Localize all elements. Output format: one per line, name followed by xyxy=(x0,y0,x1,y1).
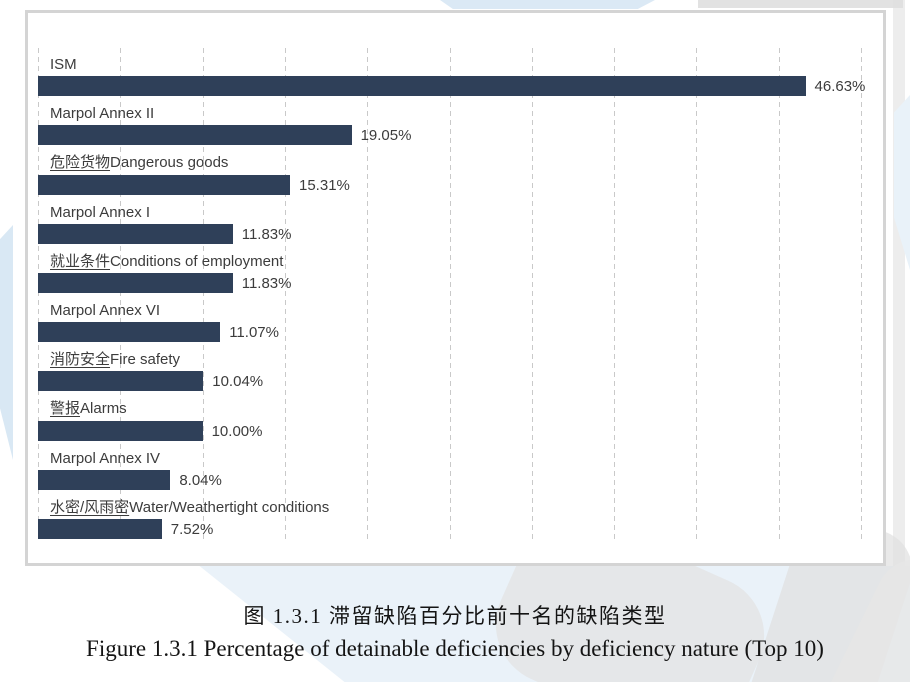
data-label: 19.05% xyxy=(360,127,412,145)
bar-row: 水密/风雨密Water/Weathertight conditions 7.52% xyxy=(38,491,861,540)
watermark-right-gray-strip xyxy=(893,0,905,566)
data-label: 11.83% xyxy=(241,225,292,243)
data-label: 10.00% xyxy=(211,422,263,440)
category-label: Marpol Annex IV xyxy=(50,449,161,467)
bar-row: Marpol Annex II 19.05% xyxy=(38,97,861,146)
data-label: 11.83% xyxy=(241,274,292,292)
gridline xyxy=(38,48,39,540)
gridline xyxy=(614,48,616,540)
gridline xyxy=(120,48,122,540)
gridline xyxy=(284,48,286,540)
bar-row: Marpol Annex I 11.83% xyxy=(38,196,861,245)
data-label: 7.52% xyxy=(170,520,214,538)
bar-row: ISM 46.63% xyxy=(38,48,865,97)
category-label: Marpol Annex I xyxy=(50,203,151,221)
gridline xyxy=(367,48,369,540)
gridline xyxy=(696,48,698,540)
data-label: 10.04% xyxy=(212,373,264,391)
watermark-top-blue-band xyxy=(440,0,655,9)
category-label: 警报Alarms xyxy=(50,400,127,418)
bar xyxy=(38,518,162,539)
data-label: 8.04% xyxy=(179,471,222,489)
bar xyxy=(38,272,233,293)
gridline xyxy=(531,48,533,540)
bar xyxy=(38,223,233,244)
figure-caption-en: Figure 1.3.1 Percentage of detainable de… xyxy=(86,636,824,661)
bar xyxy=(38,371,204,392)
bar-row: Marpol Annex VI 11.07% xyxy=(38,294,861,343)
gridline xyxy=(449,48,451,540)
bar-row: 危险货物Dangerous goods 15.31% xyxy=(38,146,861,195)
bar xyxy=(38,174,290,195)
category-label: 危险货物Dangerous goods xyxy=(50,154,229,172)
bar xyxy=(38,469,171,490)
chart-frame: ISM 46.63% Marpol Annex II 19.05% 危险货物Danger… xyxy=(25,10,886,566)
data-label: 11.07% xyxy=(229,324,279,342)
bar xyxy=(38,76,806,97)
watermark-top-gray-band xyxy=(698,0,903,8)
bar-row: 就业条件Conditions of employment 11.83% xyxy=(38,245,861,294)
bar-row: 警报Alarms 10.00% xyxy=(38,392,861,441)
watermark-left-blue-triangle xyxy=(0,225,13,460)
bar-chart: ISM 46.63% Marpol Annex II 19.05% 危险货物Danger… xyxy=(38,48,865,540)
bar-row: 消防安全Fire safety 10.04% xyxy=(38,343,861,392)
gridline xyxy=(861,48,862,540)
data-label: 15.31% xyxy=(299,176,350,194)
category-label: 水密/风雨密Water/Weathertight conditions xyxy=(50,498,330,516)
gridline xyxy=(202,48,204,540)
category-label: ISM xyxy=(50,56,77,73)
category-label: 消防安全Fire safety xyxy=(50,351,181,369)
category-label: Marpol Annex II xyxy=(50,105,155,123)
gridline xyxy=(778,48,780,540)
figure-caption-zh: 图 1.3.1 滞留缺陷百分比前十名的缺陷类型 xyxy=(243,604,667,628)
bar xyxy=(38,125,352,146)
data-label: 46.63% xyxy=(814,78,866,96)
bar xyxy=(38,420,203,441)
category-label: Marpol Annex VI xyxy=(50,302,161,319)
watermark-right-blue-shape xyxy=(894,95,910,270)
bar xyxy=(38,322,221,343)
bar-row: Marpol Annex IV 8.04% xyxy=(38,442,861,491)
category-label: 就业条件Conditions of employment xyxy=(50,252,284,270)
